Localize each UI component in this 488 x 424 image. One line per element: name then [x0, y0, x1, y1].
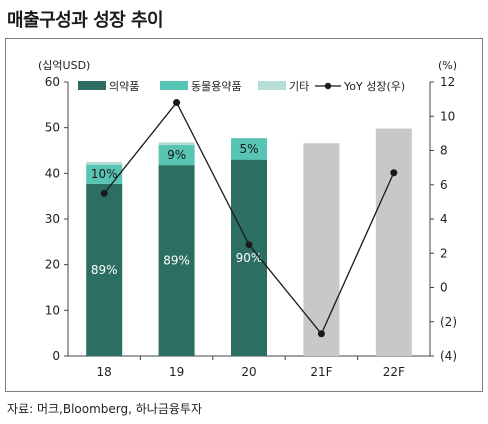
- animal-share-label: 5%: [239, 142, 258, 156]
- yoy-growth-point: [173, 99, 181, 107]
- right-tick-label: 2: [440, 246, 448, 260]
- left-axis-label: (십억USD): [38, 59, 90, 72]
- animal-share-label: 10%: [91, 167, 118, 181]
- x-tick-label: 19: [169, 365, 184, 379]
- other-bar: [86, 161, 123, 165]
- forecast-bar: [303, 143, 340, 356]
- right-tick-label: (2): [440, 315, 457, 329]
- x-tick-label: 21F: [310, 365, 332, 379]
- bars-group: 89% 10% 89% 9% 90% 5%: [86, 128, 412, 356]
- other-bar: [158, 142, 195, 146]
- pharma-share-label: 90%: [236, 251, 263, 265]
- right-tick-label: 6: [440, 178, 448, 192]
- legend-pharma-label: 의약품: [109, 79, 139, 93]
- pharma-bar: [86, 183, 123, 356]
- left-tick-label: 10: [45, 303, 60, 317]
- pharma-bar: [231, 159, 267, 356]
- right-tick-label: 0: [440, 281, 448, 295]
- left-tick-label: 0: [52, 349, 60, 363]
- forecast-bar: [375, 128, 412, 356]
- x-tick-label: 22F: [383, 365, 405, 379]
- x-tick-label: 20: [241, 365, 256, 379]
- line-group: [100, 99, 398, 338]
- axes-group: 0 10 20 30 40 50 60 (4) (2) 0 2 4 6 8 10 12 18 19 20 21F 22F: [45, 75, 457, 379]
- left-tick-label: 20: [45, 258, 60, 272]
- legend-yoy-growth-label: YoY 성장(우): [343, 80, 405, 93]
- legend-pharma-swatch: [78, 81, 106, 90]
- right-tick-label: 8: [440, 144, 448, 158]
- right-tick-label: 10: [440, 109, 455, 123]
- pharma-share-label: 89%: [163, 254, 190, 268]
- yoy-growth-point: [317, 330, 325, 338]
- legend-animal-health-swatch: [160, 81, 188, 90]
- source-note: 자료: 머크,Bloomberg, 하나금융투자: [7, 402, 202, 416]
- left-tick-label: 30: [45, 212, 60, 226]
- left-tick-label: 40: [45, 166, 60, 180]
- legend-group: 의약품 동물용약품 기타 YoY 성장(우): [78, 79, 405, 93]
- chart-frame: [5, 38, 483, 392]
- legend-other-swatch: [258, 81, 286, 90]
- legend-animal-health-label: 동물용약품: [191, 79, 242, 93]
- chart-title: 매출구성과 성장 추이: [7, 10, 164, 31]
- right-tick-label: 12: [440, 75, 455, 89]
- yoy-growth-point: [100, 189, 108, 197]
- yoy-growth-point: [390, 169, 398, 177]
- x-tick-label: 18: [97, 365, 112, 379]
- legend-yoy-growth-marker: [324, 82, 332, 90]
- right-axis-label: (%): [438, 59, 457, 72]
- pharma-bar: [158, 165, 195, 356]
- yoy-growth-point: [245, 241, 253, 249]
- animal-share-label: 9%: [167, 148, 186, 162]
- right-tick-label: (4): [440, 349, 457, 363]
- pharma-share-label: 89%: [91, 263, 118, 277]
- animal-health-bar: [86, 164, 123, 184]
- animal-health-bar: [158, 145, 195, 166]
- animal-health-bar: [231, 138, 267, 160]
- right-tick-label: 4: [440, 212, 448, 226]
- left-tick-label: 50: [45, 121, 60, 135]
- legend-other-label: 기타: [289, 80, 309, 93]
- left-tick-label: 60: [45, 75, 60, 89]
